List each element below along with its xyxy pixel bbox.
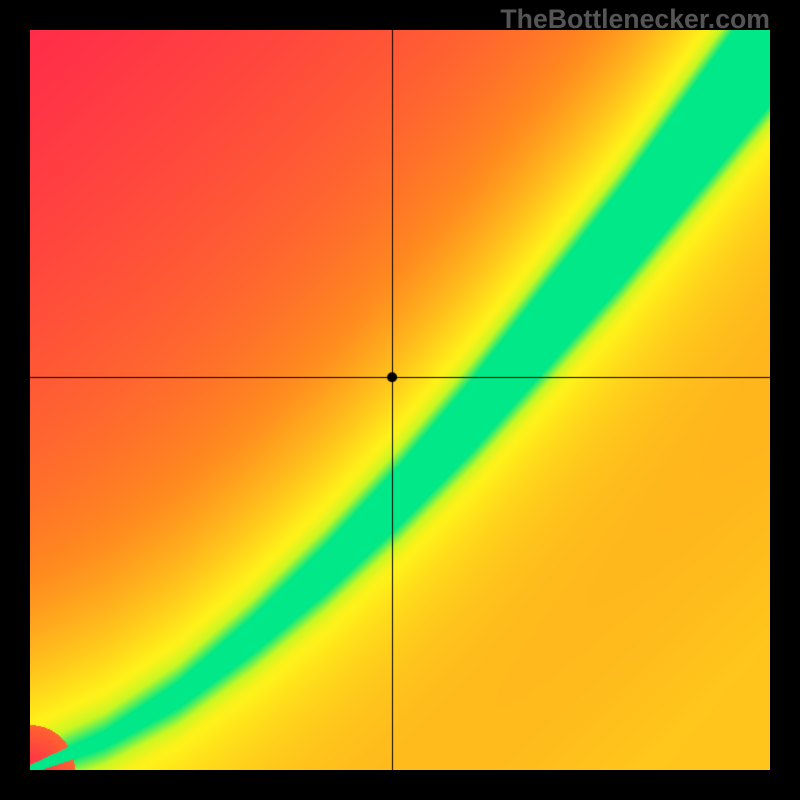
bottleneck-heatmap: [30, 30, 770, 770]
figure-container: TheBottlenecker.com: [0, 0, 800, 800]
site-watermark: TheBottlenecker.com: [500, 4, 770, 35]
